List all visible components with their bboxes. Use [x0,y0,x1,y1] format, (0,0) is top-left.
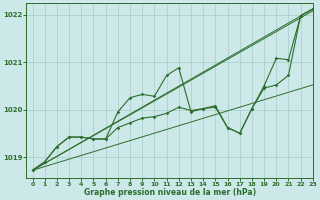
X-axis label: Graphe pression niveau de la mer (hPa): Graphe pression niveau de la mer (hPa) [84,188,256,197]
